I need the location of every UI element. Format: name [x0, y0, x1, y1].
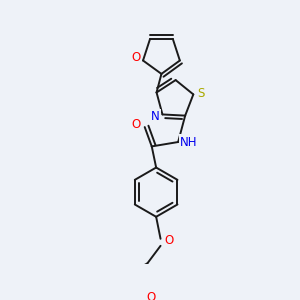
Text: N: N — [151, 110, 160, 123]
Text: NH: NH — [180, 136, 197, 148]
Text: O: O — [131, 51, 141, 64]
Text: O: O — [131, 118, 140, 131]
Text: S: S — [198, 87, 205, 100]
Text: O: O — [165, 234, 174, 247]
Text: O: O — [146, 291, 155, 300]
